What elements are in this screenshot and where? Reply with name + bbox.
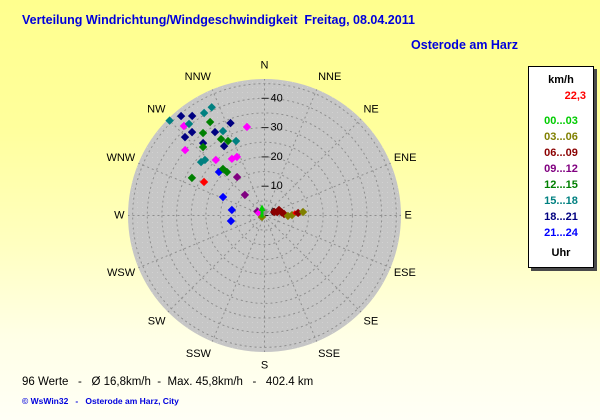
data-point	[298, 207, 308, 217]
compass-label-s: S	[261, 360, 268, 372]
data-point	[232, 172, 242, 182]
compass-label-se: SE	[363, 316, 378, 328]
compass-label-wsw: WSW	[107, 267, 136, 279]
legend-unit-label: Uhr	[551, 247, 571, 259]
data-point	[180, 132, 190, 142]
data-point	[283, 211, 293, 221]
data-point	[223, 136, 233, 146]
data-point	[232, 152, 242, 162]
copyright-line: © WsWin32 - Osterode am Harz, City	[22, 396, 179, 406]
grid-ring	[249, 200, 280, 231]
compass-label-sse: SSE	[318, 348, 340, 360]
radial-tick-label: 20	[271, 151, 283, 163]
legend-entry: 12...15	[544, 179, 578, 191]
data-point	[187, 173, 197, 183]
compass-label-nw: NW	[147, 103, 166, 115]
data-point	[199, 177, 209, 187]
data-point	[218, 192, 228, 202]
grid-ring	[190, 141, 339, 290]
stats-line: 96 Werte - Ø 16,8km/h - Max. 45,8km/h - …	[22, 376, 314, 388]
data-point	[242, 122, 252, 132]
compass-label-ssw: SSW	[186, 348, 212, 360]
compass-label-ese: ESE	[394, 267, 416, 279]
legend-entries: 00...03 03...06 06...09 09...12 12...15 15...…	[529, 113, 593, 241]
legend-entry: 06...09	[544, 147, 578, 159]
data-point	[184, 119, 194, 129]
legend-box: km/h 22,3 00...03 03...06 06...09 09...12 12…	[528, 66, 594, 268]
compass-labels: N NNE NE ENE E ESE SE SSE S SSW SW WSW W WNW NW NNW	[106, 60, 416, 372]
center-wind-arrow	[258, 204, 266, 218]
radial-axis: 010203040	[261, 92, 283, 219]
chart-title: Verteilung Windrichtung/Windgeschwindigk…	[22, 13, 415, 27]
data-point	[196, 157, 206, 167]
radial-tick-label: 30	[271, 122, 283, 134]
legend-entry: 21...24	[544, 227, 578, 239]
data-point	[216, 134, 226, 144]
data-point	[222, 167, 232, 177]
compass-label-n: N	[261, 60, 269, 72]
data-point	[274, 205, 284, 215]
grid-ring	[176, 127, 353, 304]
grid-ring	[220, 171, 309, 260]
data-points	[165, 103, 308, 226]
grid-ring	[161, 112, 368, 319]
grid-ring	[146, 97, 383, 334]
data-point	[198, 142, 208, 152]
legend-entry: 09...12	[544, 163, 578, 175]
data-point	[198, 128, 208, 138]
legend-entry: 15...18	[544, 195, 578, 207]
data-point	[187, 111, 197, 121]
compass-label-ne: NE	[363, 103, 378, 115]
legend-entry: 18...21	[544, 211, 578, 223]
data-point	[210, 127, 220, 137]
data-point	[207, 103, 216, 112]
data-point	[231, 136, 241, 146]
data-point	[187, 127, 197, 137]
data-point	[219, 141, 229, 151]
data-point	[211, 155, 221, 165]
data-point	[240, 190, 250, 200]
compass-label-nne: NNE	[318, 71, 341, 83]
data-point	[205, 117, 215, 127]
compass-label-nnw: NNW	[185, 71, 212, 83]
compass-label-e: E	[405, 210, 412, 222]
legend-entry: 00...03	[544, 115, 578, 127]
data-point	[165, 116, 174, 125]
radial-tick-label: 10	[271, 180, 283, 192]
compass-label-ene: ENE	[394, 152, 417, 164]
data-point	[180, 145, 190, 155]
compass-label-wnw: WNW	[106, 152, 135, 164]
data-point	[218, 126, 228, 136]
data-point	[226, 216, 236, 226]
legend-title: km/h	[548, 74, 574, 86]
legend-entry: 03...06	[544, 131, 578, 143]
compass-label-w: W	[114, 210, 125, 222]
compass-label-sw: SW	[148, 316, 166, 328]
legend-current-value: 22,3	[564, 90, 586, 102]
legend-spacer	[529, 104, 593, 113]
data-point	[226, 118, 235, 128]
data-point	[199, 108, 209, 118]
station-name: Osterode am Harz	[411, 38, 518, 52]
data-point	[176, 111, 186, 121]
data-point	[227, 205, 237, 215]
radial-tick-label: 40	[271, 92, 283, 104]
